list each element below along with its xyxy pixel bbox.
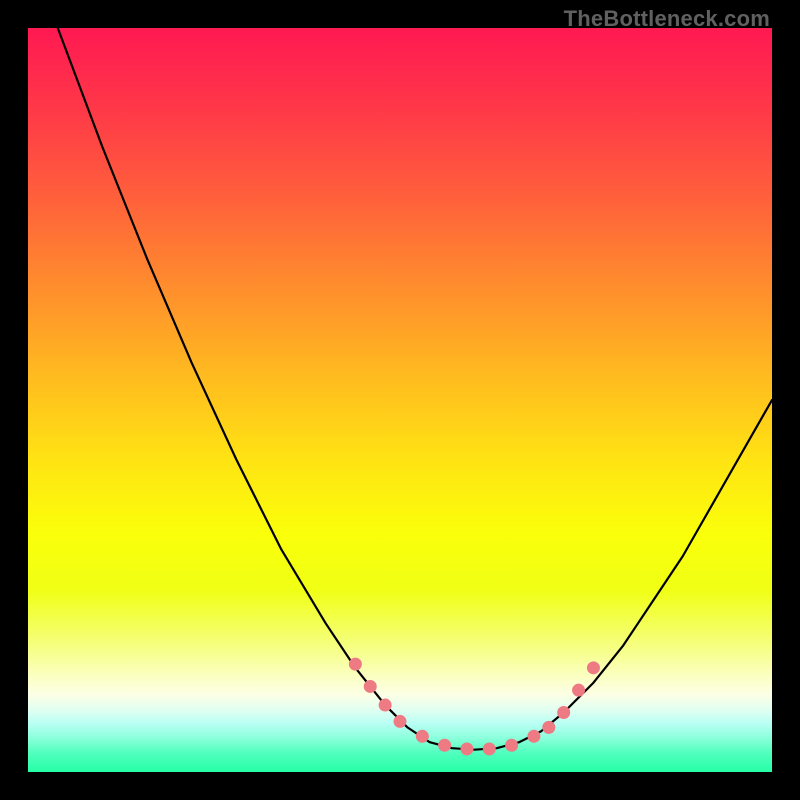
data-marker	[572, 684, 585, 697]
data-marker	[542, 721, 555, 734]
plot-area	[28, 28, 772, 772]
gradient-background	[28, 28, 772, 772]
data-marker	[364, 680, 377, 693]
data-marker	[416, 730, 429, 743]
data-marker	[460, 742, 473, 755]
data-marker	[394, 715, 407, 728]
data-marker	[557, 706, 570, 719]
chart-root: TheBottleneck.com	[0, 0, 800, 800]
data-marker	[587, 661, 600, 674]
data-marker	[379, 699, 392, 712]
data-marker	[349, 658, 362, 671]
data-marker	[527, 730, 540, 743]
plot-svg	[28, 28, 772, 772]
data-marker	[483, 742, 496, 755]
data-marker	[438, 739, 451, 752]
data-marker	[505, 739, 518, 752]
